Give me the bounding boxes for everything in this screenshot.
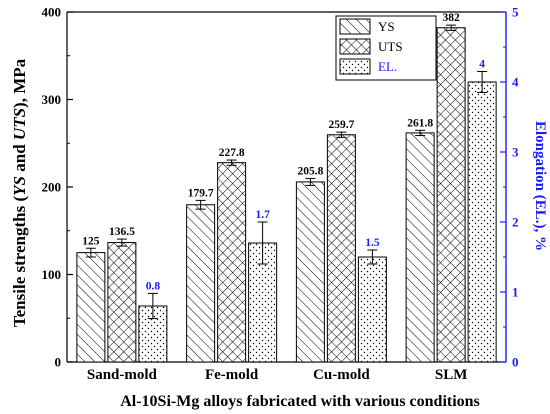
y-tick-label: 100 bbox=[42, 267, 62, 282]
y-axis-title-uts: UTS bbox=[10, 108, 29, 140]
x-tick-label: SLM bbox=[435, 367, 468, 383]
data-label-uts: 382 bbox=[443, 12, 461, 24]
legend-label-ys: YS bbox=[378, 19, 395, 34]
data-label-el: 0.8 bbox=[146, 280, 161, 292]
y-axis-title-part-3: and bbox=[10, 140, 29, 176]
y2-tick-label: 5 bbox=[512, 5, 519, 20]
y2-tick-label: 3 bbox=[512, 145, 519, 160]
data-label-el: 1.7 bbox=[255, 209, 270, 221]
bar-uts bbox=[107, 242, 137, 363]
y-tick-label: 200 bbox=[42, 180, 62, 195]
y-tick-label: 400 bbox=[42, 5, 62, 20]
y2-tick-label: 2 bbox=[512, 215, 519, 230]
y2-tick-label: 0 bbox=[512, 355, 519, 370]
legend-swatch-ys bbox=[339, 18, 371, 35]
legend-label-uts: UTS bbox=[378, 39, 403, 54]
data-label-uts: 136.5 bbox=[109, 226, 135, 238]
data-label-ys: 261.8 bbox=[407, 117, 433, 129]
x-tick-label: Sand-mold bbox=[87, 367, 158, 383]
bar-ys bbox=[76, 252, 106, 363]
plot-area: 0 100 200 300 400 0 1 2 3 4 5 Sand-mold 125 136.5 0.8 F… bbox=[42, 5, 520, 384]
y-axis-title-ys: YS bbox=[10, 176, 29, 196]
y-axis-title-part-1: Tensile strengths ( bbox=[10, 196, 29, 328]
bar-el bbox=[357, 256, 387, 363]
bar-uts bbox=[436, 27, 466, 363]
bar-ys bbox=[295, 181, 325, 363]
bar-uts bbox=[217, 162, 247, 363]
y2-axis-title: Elongation (EL.), % bbox=[532, 121, 548, 251]
legend: YS UTS EL. bbox=[335, 15, 437, 81]
legend-label-el: EL. bbox=[378, 59, 397, 74]
legend-swatch-uts bbox=[339, 38, 371, 55]
y-axis-title-part-5: ), MPa bbox=[10, 58, 29, 108]
bar-el bbox=[467, 81, 497, 363]
data-label-el: 4 bbox=[479, 59, 485, 71]
data-label-uts: 227.8 bbox=[219, 147, 245, 159]
bar-ys bbox=[186, 204, 216, 363]
data-label-uts: 259.7 bbox=[328, 119, 354, 131]
x-axis-title: Al-10Si-Mg alloys fabricated with variou… bbox=[120, 393, 480, 410]
bar-uts bbox=[326, 134, 356, 363]
legend-swatch-el bbox=[339, 58, 371, 75]
y2-tick-label: 4 bbox=[512, 75, 519, 90]
data-label-ys: 179.7 bbox=[188, 187, 214, 199]
data-label-el: 1.5 bbox=[365, 237, 380, 249]
y-axis-title: Tensile strengths (YS and UTS), MPa bbox=[10, 58, 29, 327]
y2-tick-label: 1 bbox=[512, 285, 519, 300]
y-tick-label: 0 bbox=[55, 355, 62, 370]
x-tick-label: Cu-mold bbox=[313, 367, 370, 383]
data-label-ys: 205.8 bbox=[297, 165, 323, 177]
bar-ys bbox=[405, 132, 435, 363]
y-tick-label: 300 bbox=[42, 92, 62, 107]
x-tick-label: Fe-mold bbox=[205, 367, 259, 383]
data-label-ys: 125 bbox=[82, 235, 100, 247]
